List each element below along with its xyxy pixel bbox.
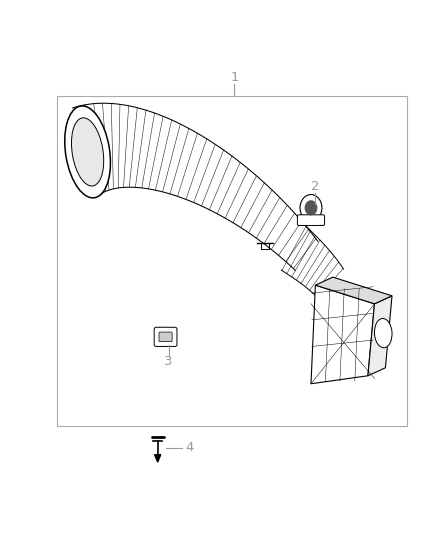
Ellipse shape: [374, 319, 392, 348]
Text: 1: 1: [230, 71, 239, 84]
Polygon shape: [311, 285, 374, 384]
FancyBboxPatch shape: [297, 215, 325, 225]
Circle shape: [305, 201, 317, 215]
Ellipse shape: [65, 106, 110, 198]
Polygon shape: [368, 296, 392, 376]
Text: 3: 3: [164, 355, 173, 368]
Ellipse shape: [71, 118, 104, 186]
Text: 4: 4: [185, 441, 194, 454]
FancyBboxPatch shape: [154, 327, 177, 346]
Circle shape: [300, 195, 322, 221]
Bar: [57, 96, 407, 426]
Text: 2: 2: [311, 180, 320, 193]
Polygon shape: [155, 455, 161, 462]
FancyBboxPatch shape: [159, 332, 172, 342]
Polygon shape: [315, 277, 392, 304]
